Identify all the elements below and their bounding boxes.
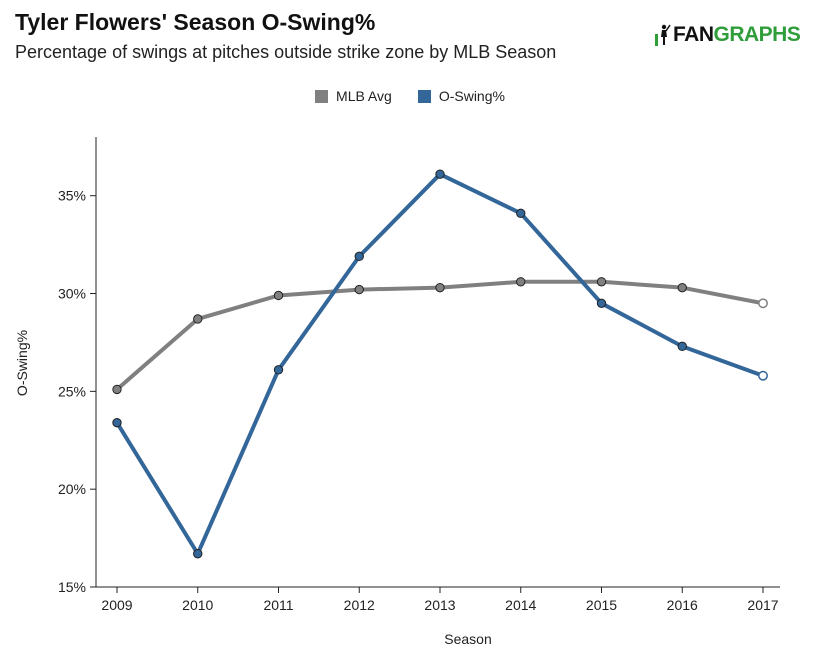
data-point-mlb-avg[interactable] bbox=[354, 284, 364, 295]
data-point-mlb-avg[interactable] bbox=[193, 314, 203, 324]
x-tick-label: 2012 bbox=[344, 597, 375, 613]
chart-axes: 15% 20% 25% 30% 35% 2009 2010 2011 2012 2013 2014 2… bbox=[58, 137, 780, 613]
fangraphs-logo[interactable]: FANGRAPHS bbox=[655, 22, 801, 48]
data-point-o-swing[interactable] bbox=[112, 417, 122, 428]
data-point-o-swing[interactable] bbox=[193, 549, 203, 559]
y-tick-label: 20% bbox=[58, 481, 86, 497]
data-point-o-swing[interactable] bbox=[435, 169, 445, 179]
data-point-mlb-avg[interactable] bbox=[677, 282, 687, 293]
batter-icon bbox=[655, 24, 671, 46]
chart-series bbox=[112, 169, 768, 559]
data-point-o-swing[interactable] bbox=[273, 365, 284, 375]
data-point-mlb-avg[interactable] bbox=[435, 282, 445, 293]
x-tick-label: 2009 bbox=[101, 597, 132, 613]
y-tick-label: 25% bbox=[58, 383, 86, 399]
x-axis-title: Season bbox=[444, 631, 491, 647]
legend-item-mlb-avg[interactable]: MLB Avg bbox=[315, 88, 392, 104]
data-point-o-swing[interactable] bbox=[677, 341, 687, 352]
logo-text-graphs: GRAPHS bbox=[713, 23, 801, 46]
data-point-mlb-avg[interactable] bbox=[112, 384, 122, 395]
legend-label-mlb-avg: MLB Avg bbox=[336, 88, 392, 104]
x-tick-label: 2014 bbox=[505, 597, 536, 613]
legend-swatch-o-swing bbox=[417, 89, 431, 103]
chart-legend: MLB Avg O-Swing% bbox=[0, 88, 820, 104]
data-point-o-swing[interactable] bbox=[596, 298, 607, 309]
y-tick-label: 15% bbox=[58, 579, 86, 595]
data-point-o-swing[interactable] bbox=[758, 370, 768, 381]
y-tick-label: 35% bbox=[58, 188, 86, 204]
x-tick-label: 2011 bbox=[263, 597, 293, 613]
y-tick-label: 30% bbox=[58, 286, 86, 302]
chart-subtitle: Percentage of swings at pitches outside … bbox=[15, 42, 557, 62]
data-point-o-swing[interactable] bbox=[516, 208, 526, 219]
logo-text-fan: FAN bbox=[673, 23, 714, 46]
legend-swatch-mlb-avg bbox=[315, 89, 329, 103]
x-tick-label: 2017 bbox=[747, 597, 778, 613]
data-point-mlb-avg[interactable] bbox=[596, 277, 607, 287]
data-point-mlb-avg[interactable] bbox=[516, 277, 526, 287]
series-line-o-swing bbox=[115, 172, 765, 556]
data-point-mlb-avg[interactable] bbox=[758, 298, 768, 309]
chart-title: Tyler Flowers' Season O-Swing% bbox=[15, 9, 376, 35]
x-tick-label: 2010 bbox=[182, 597, 213, 613]
legend-label-o-swing: O-Swing% bbox=[438, 88, 505, 104]
data-point-o-swing[interactable] bbox=[354, 251, 364, 262]
x-tick-label: 2015 bbox=[586, 597, 617, 613]
y-axis-title: O-Swing% bbox=[14, 330, 30, 396]
data-point-mlb-avg[interactable] bbox=[273, 290, 284, 301]
x-tick-label: 2016 bbox=[667, 597, 698, 613]
legend-item-o-swing[interactable]: O-Swing% bbox=[417, 88, 505, 104]
x-tick-label: 2013 bbox=[424, 597, 455, 613]
